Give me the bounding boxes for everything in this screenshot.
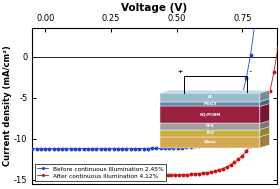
After continuous Illumination 4.12% <box>193 173 197 175</box>
After continuous Illumination 4.12% <box>197 172 201 175</box>
After continuous Illumination 4.12% <box>154 174 157 177</box>
After continuous Illumination 4.12% <box>268 90 272 92</box>
After continuous Illumination 4.12% <box>91 174 94 177</box>
After continuous Illumination 4.12% <box>233 161 236 164</box>
After continuous Illumination 4.12% <box>174 174 177 176</box>
After continuous Illumination 4.12% <box>170 174 173 176</box>
After continuous Illumination 4.12% <box>158 174 161 177</box>
After continuous Illumination 4.12% <box>115 174 118 177</box>
After continuous Illumination 4.12% <box>127 174 130 177</box>
After continuous Illumination 4.12% <box>217 169 220 171</box>
Before continuous Illumination 2.45% <box>73 147 77 150</box>
After continuous Illumination 4.12% <box>260 119 264 121</box>
After continuous Illumination 4.12% <box>138 174 142 177</box>
After continuous Illumination 4.12% <box>213 170 216 172</box>
After continuous Illumination 4.12% <box>190 173 193 175</box>
After continuous Illumination 4.12% <box>146 174 150 177</box>
After continuous Illumination 4.12% <box>237 158 240 161</box>
After continuous Illumination 4.12% <box>272 71 276 73</box>
After continuous Illumination 4.12% <box>241 155 244 157</box>
After continuous Illumination 4.12% <box>186 174 189 176</box>
After continuous Illumination 4.12% <box>182 174 185 176</box>
Legend: Before continuous Illumination 2.45%, After continuous Illumination 4.12%: Before continuous Illumination 2.45%, Af… <box>35 164 166 181</box>
After continuous Illumination 4.12% <box>107 174 110 177</box>
After continuous Illumination 4.12% <box>201 172 205 174</box>
Before continuous Illumination 2.45% <box>86 147 90 150</box>
After continuous Illumination 4.12% <box>253 138 256 140</box>
After continuous Illumination 4.12% <box>264 106 268 108</box>
Before continuous Illumination 2.45% <box>116 147 120 150</box>
After continuous Illumination 4.12% <box>245 150 248 152</box>
After continuous Illumination 4.12% <box>229 164 232 166</box>
Line: Before continuous Illumination 2.45%: Before continuous Illumination 2.45% <box>30 0 265 151</box>
After continuous Illumination 4.12% <box>103 174 106 177</box>
Y-axis label: Current density (mA/cm²): Current density (mA/cm²) <box>3 46 13 166</box>
After continuous Illumination 4.12% <box>150 174 153 177</box>
Before continuous Illumination 2.45% <box>56 147 60 150</box>
After continuous Illumination 4.12% <box>99 174 102 177</box>
After continuous Illumination 4.12% <box>111 174 114 177</box>
After continuous Illumination 4.12% <box>249 144 252 147</box>
Before continuous Illumination 2.45% <box>236 108 239 110</box>
After continuous Illumination 4.12% <box>276 47 279 50</box>
After continuous Illumination 4.12% <box>221 167 224 170</box>
After continuous Illumination 4.12% <box>142 174 146 177</box>
After continuous Illumination 4.12% <box>256 129 260 131</box>
After continuous Illumination 4.12% <box>205 171 209 174</box>
After continuous Illumination 4.12% <box>162 174 165 177</box>
After continuous Illumination 4.12% <box>209 171 213 173</box>
After continuous Illumination 4.12% <box>134 174 138 177</box>
After continuous Illumination 4.12% <box>166 174 169 176</box>
After continuous Illumination 4.12% <box>95 174 98 177</box>
After continuous Illumination 4.12% <box>225 166 228 168</box>
X-axis label: Voltage (V): Voltage (V) <box>121 3 187 13</box>
Line: After continuous Illumination 4.12%: After continuous Illumination 4.12% <box>91 46 280 178</box>
After continuous Illumination 4.12% <box>122 174 126 177</box>
After continuous Illumination 4.12% <box>118 174 122 177</box>
After continuous Illumination 4.12% <box>178 174 181 176</box>
Before continuous Illumination 2.45% <box>31 147 34 150</box>
After continuous Illumination 4.12% <box>130 174 134 177</box>
